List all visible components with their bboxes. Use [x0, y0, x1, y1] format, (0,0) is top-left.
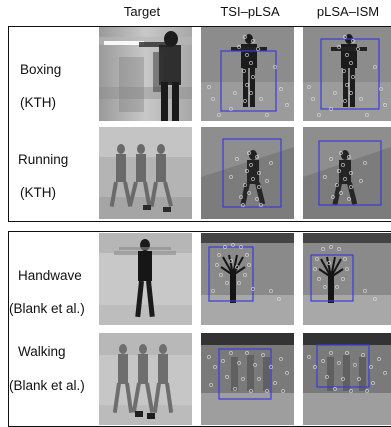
header-target: Target [123, 4, 161, 19]
plsa-ism-result-walking [303, 333, 391, 425]
tsi-plsa-result-walking [201, 333, 294, 425]
row-dataset-handwave: (Blank et al.) [9, 301, 85, 316]
plsa-ism-result-running [303, 127, 391, 219]
tsi-plsa-result-handwave [201, 233, 294, 325]
row-dataset-running: (KTH) [20, 185, 56, 200]
row-label-handwave: Handwave [18, 268, 82, 283]
target-image-running [99, 127, 192, 219]
header-plsa-ism: pLSA–ISM [316, 4, 380, 19]
target-image-boxing [99, 27, 192, 121]
row-label-boxing: Boxing [20, 62, 62, 77]
target-image-walking [99, 333, 192, 425]
row-dataset-walking: (Blank et al.) [9, 378, 85, 393]
row-dataset-boxing: (KTH) [20, 95, 56, 110]
header-tsi-plsa: TSI–pLSA [220, 4, 280, 19]
tsi-plsa-result-boxing [201, 27, 294, 121]
target-image-handwave [99, 233, 192, 325]
row-label-running: Running [18, 152, 69, 167]
kth-group-frame [8, 26, 391, 222]
plsa-ism-result-boxing [303, 27, 391, 121]
tsi-plsa-result-running [201, 127, 294, 219]
row-label-walking: Walking [18, 344, 66, 359]
plsa-ism-result-handwave [303, 233, 391, 325]
